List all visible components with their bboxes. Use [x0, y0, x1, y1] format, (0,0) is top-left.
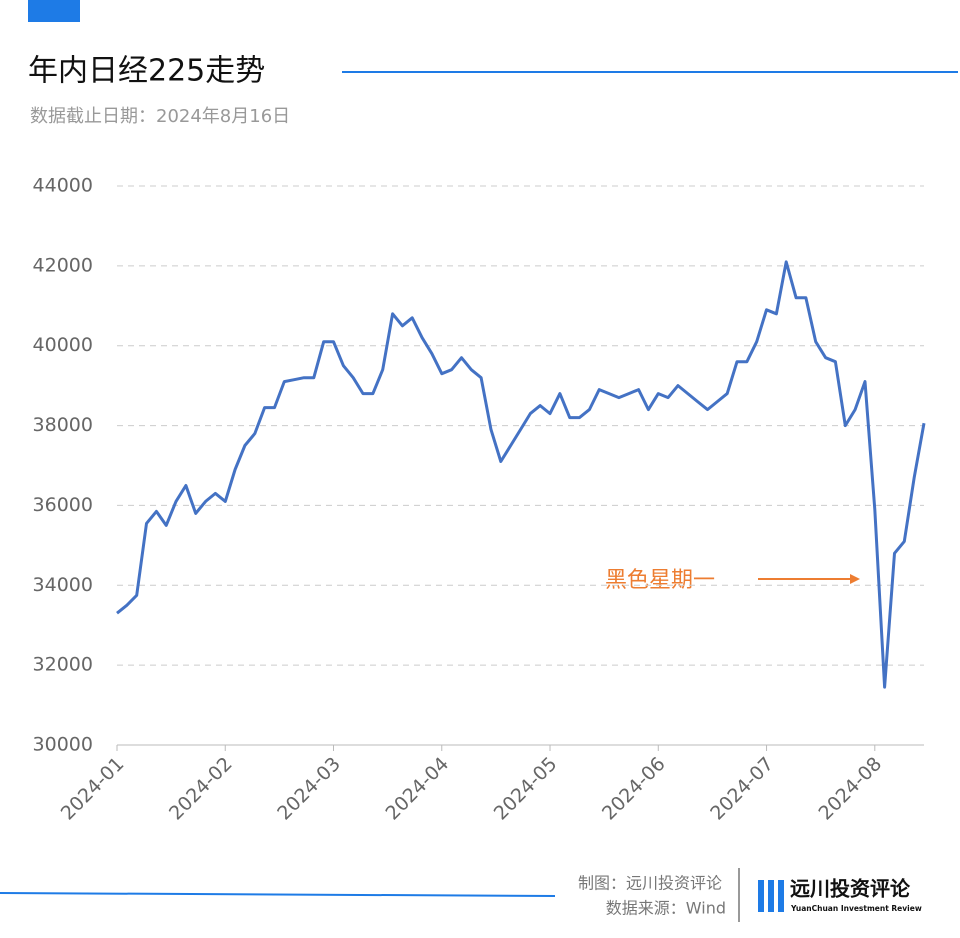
brand-name: 远川投资评论	[790, 877, 911, 901]
y-tick-label: 30000	[33, 734, 93, 756]
credit: 制图：远川投资评论	[578, 874, 722, 893]
chart-title: 年内日经225走势	[28, 54, 265, 89]
x-tick-label: 2024-05	[490, 753, 562, 825]
annotation: 黑色星期一	[605, 568, 715, 593]
y-tick-label: 32000	[33, 654, 93, 676]
y-tick-label: 34000	[33, 574, 93, 596]
x-tick-label: 2024-01	[57, 753, 129, 825]
x-tick-label: 2024-04	[381, 753, 453, 825]
y-tick-label: 36000	[33, 494, 93, 516]
x-tick-label: 2024-08	[815, 753, 887, 825]
logo-bar	[768, 880, 774, 912]
y-tick-label: 40000	[33, 334, 93, 356]
y-tick-label: 42000	[33, 254, 93, 276]
x-tick-label: 2024-03	[273, 753, 345, 825]
logo-bar	[758, 880, 764, 912]
brand-tagline: YuanChuan Investment Review	[790, 904, 922, 913]
x-tick-label: 2024-02	[165, 753, 237, 825]
footer-rule	[0, 892, 556, 897]
logo-bar	[778, 880, 784, 912]
title-badge	[28, 0, 80, 22]
source: 数据来源：Wind	[606, 899, 726, 918]
y-tick-label: 38000	[33, 414, 93, 436]
y-tick-label: 44000	[33, 175, 93, 197]
x-tick-label: 2024-07	[706, 753, 778, 825]
subtitle: 数据截止日期：2024年8月16日	[30, 106, 290, 127]
annotation-arrowhead	[850, 574, 860, 584]
x-tick-label: 2024-06	[598, 753, 670, 825]
series-line	[116, 260, 926, 689]
